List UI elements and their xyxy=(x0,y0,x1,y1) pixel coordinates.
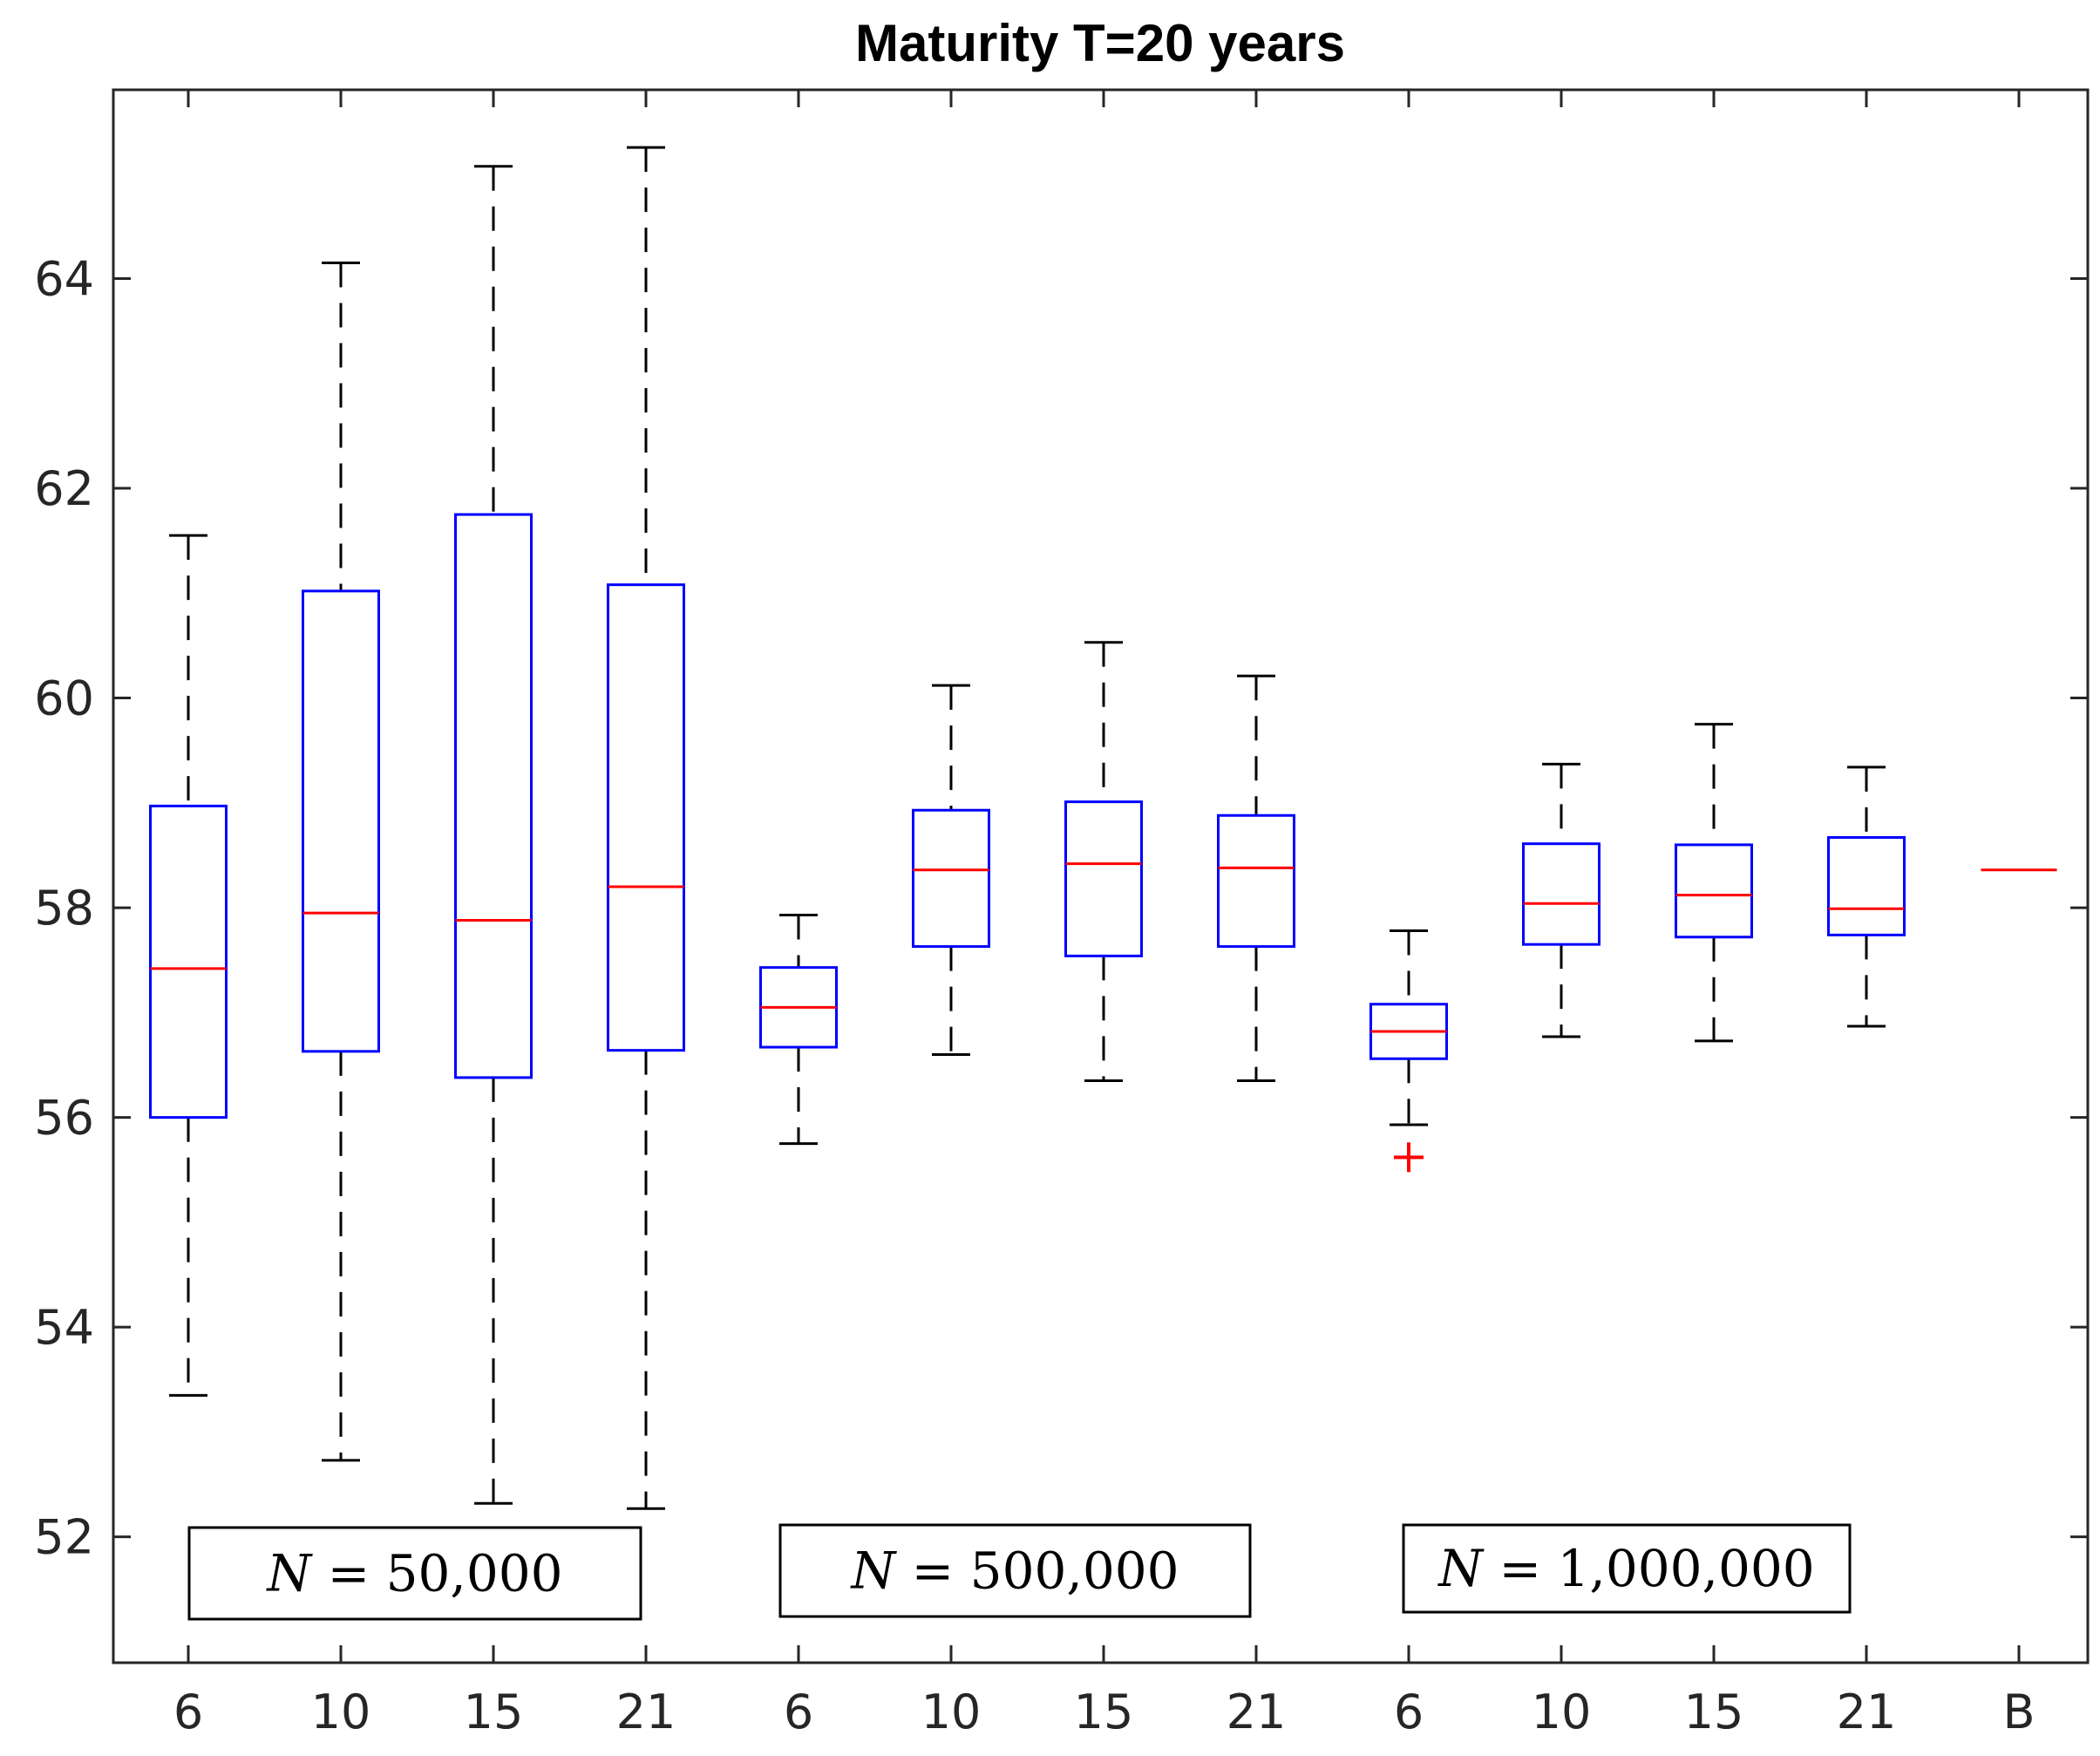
x-tick-label: 15 xyxy=(1684,1685,1744,1739)
outlier-marker xyxy=(1394,1142,1424,1173)
x-tick-label: 10 xyxy=(1532,1685,1592,1739)
group-label-variable: N xyxy=(265,1544,313,1603)
x-tick-label: 6 xyxy=(1394,1685,1424,1739)
group-label-value: = 500,000 xyxy=(895,1542,1179,1601)
iqr-box xyxy=(607,583,685,1052)
box-0 xyxy=(149,534,228,1397)
axes-frame xyxy=(112,88,2090,1664)
y-tick-label: 62 xyxy=(34,461,94,516)
x-tick-label: 6 xyxy=(173,1685,203,1739)
x-tick-label: 21 xyxy=(616,1685,676,1739)
x-tick-label: 10 xyxy=(921,1685,982,1739)
box-5 xyxy=(912,684,990,1056)
x-tick-label: 15 xyxy=(464,1685,524,1739)
iqr-box xyxy=(1827,836,1906,936)
group-label-text: N = 500,000 xyxy=(849,1542,1179,1601)
x-tick-label: 21 xyxy=(1837,1685,1897,1739)
iqr-box xyxy=(454,513,533,1079)
group-label-variable: N xyxy=(849,1542,897,1601)
box-3 xyxy=(607,146,685,1510)
group-label-box xyxy=(187,1526,642,1621)
y-tick-label: 58 xyxy=(34,881,94,936)
box-10 xyxy=(1675,723,1753,1043)
iqr-box xyxy=(912,808,990,949)
iqr-box xyxy=(1675,843,1753,939)
box-7 xyxy=(1217,674,1295,1083)
chart-title: Maturity T=20 years xyxy=(855,14,1345,72)
y-tick-label: 54 xyxy=(34,1300,94,1355)
box-6 xyxy=(1064,641,1143,1083)
y-tick-label: 56 xyxy=(34,1091,94,1146)
group-label-text: N = 1,000,000 xyxy=(1437,1539,1814,1598)
box-8 xyxy=(1369,929,1448,1173)
plot-area: 52 54 56 58 60 62 64 6 10 15 21 6 10 15 21 6 10 15 21 B N = … xyxy=(34,88,2090,1739)
group-label-text: N = 50,000 xyxy=(265,1544,562,1603)
box-2 xyxy=(454,165,533,1505)
group-label-box xyxy=(1402,1523,1852,1614)
iqr-box xyxy=(149,804,228,1120)
box-1 xyxy=(302,261,380,1462)
x-tick-label: 15 xyxy=(1074,1685,1134,1739)
y-tick-label: 64 xyxy=(34,251,94,306)
y-tick-label: 52 xyxy=(34,1510,94,1565)
iqr-box xyxy=(302,589,380,1053)
group-label-1: N = 500,000 xyxy=(778,1523,1252,1618)
x-tick-label: 6 xyxy=(784,1685,813,1739)
group-label-value: = 50,000 xyxy=(311,1544,562,1603)
iqr-box xyxy=(1217,813,1295,949)
x-tick-label: 10 xyxy=(311,1685,371,1739)
box-11 xyxy=(1827,766,1906,1028)
iqr-box xyxy=(1064,800,1143,957)
x-tick-label: 21 xyxy=(1227,1685,1287,1739)
y-tick-label: 60 xyxy=(34,671,94,726)
iqr-box xyxy=(1522,842,1600,946)
box-4 xyxy=(759,913,838,1146)
group-label-0: N = 50,000 xyxy=(187,1526,642,1621)
group-label-value: = 1,000,000 xyxy=(1483,1539,1815,1598)
group-label-variable: N xyxy=(1437,1539,1485,1598)
group-label-box xyxy=(778,1523,1252,1618)
box-9 xyxy=(1522,762,1600,1038)
x-tick-label: B xyxy=(2002,1685,2035,1739)
group-label-2: N = 1,000,000 xyxy=(1402,1523,1852,1614)
